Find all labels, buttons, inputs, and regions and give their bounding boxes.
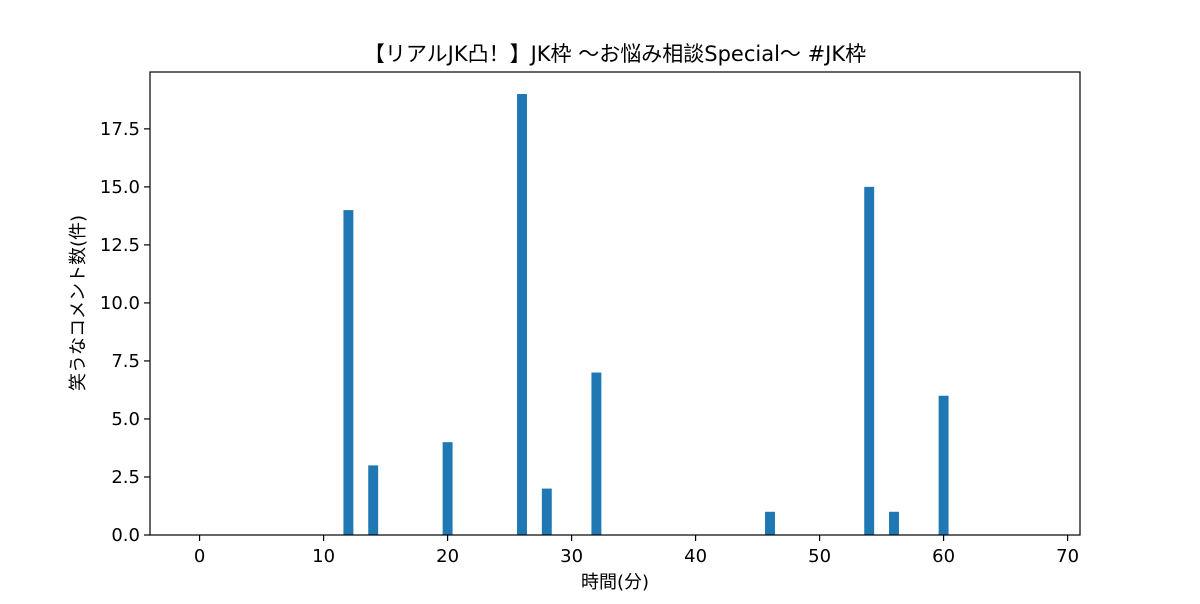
bar-12 [343, 210, 354, 535]
y-axis: 0.0 2.5 5.0 7.5 10.0 12.5 15.0 17.5 [100, 119, 150, 546]
x-tick-label: 20 [436, 546, 459, 567]
x-axis-label: 時間(分) [581, 572, 649, 593]
x-tick-label: 50 [808, 546, 831, 567]
bar-20 [442, 442, 453, 535]
x-tick-label: 10 [312, 546, 335, 567]
bar-26 [517, 94, 527, 536]
x-tick-label: 30 [560, 546, 583, 567]
chart-title: 【リアルJK凸！】JK枠 〜お悩み相談Special〜 #JK枠 [364, 42, 866, 66]
y-tick-label: 12.5 [100, 235, 140, 256]
y-tick-label: 15.0 [100, 177, 140, 198]
bar-54 [864, 186, 875, 535]
y-axis-label: 笑うなコメント数(件) [68, 215, 89, 391]
bar-60 [938, 395, 949, 535]
bar-32 [591, 372, 602, 535]
y-tick-label: 2.5 [111, 467, 140, 488]
x-tick-label: 60 [932, 546, 955, 567]
y-tick-label: 5.0 [111, 409, 140, 430]
bar-56 [889, 511, 899, 535]
bars-layer [343, 94, 949, 536]
bar-46 [765, 511, 775, 535]
y-tick-label: 10.0 [100, 293, 140, 314]
x-tick-label: 40 [684, 546, 707, 567]
y-tick-label: 17.5 [100, 119, 140, 140]
x-tick-label: 0 [194, 546, 205, 567]
y-tick-label: 7.5 [111, 351, 140, 372]
bar-14 [368, 465, 379, 535]
bar-28 [541, 488, 552, 535]
y-tick-label: 0.0 [111, 525, 140, 546]
x-axis: 0 10 20 30 40 50 60 70 [194, 535, 1079, 567]
x-tick-label: 70 [1056, 546, 1079, 567]
